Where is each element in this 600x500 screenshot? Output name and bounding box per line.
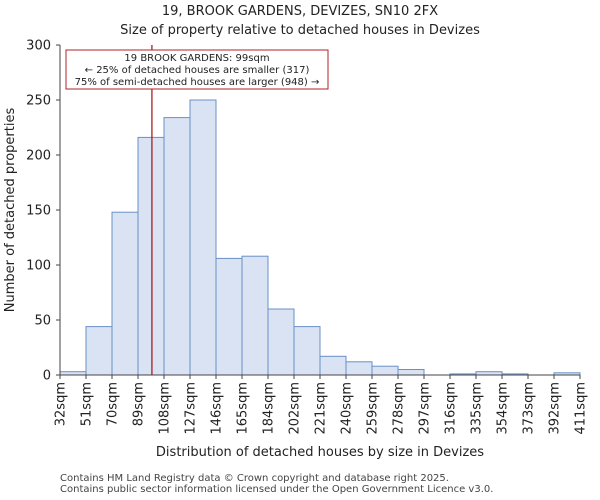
x-tick-label: 240sqm xyxy=(340,382,355,435)
x-tick-label: 259sqm xyxy=(366,382,381,435)
histogram-bar xyxy=(241,255,269,376)
x-tick-label: 202sqm xyxy=(288,382,303,435)
y-tick-label: 50 xyxy=(34,314,51,329)
annotation-smaller: ← 25% of detached houses are smaller (31… xyxy=(85,65,310,76)
annotation-title: 19 BROOK GARDENS: 99sqm xyxy=(124,53,269,64)
x-tick-label: 221sqm xyxy=(314,382,329,435)
x-tick-label: 335sqm xyxy=(470,382,485,435)
x-tick-label: 127sqm xyxy=(184,382,199,435)
x-axis-label: Distribution of detached houses by size … xyxy=(156,445,484,460)
annotation-larger: 75% of semi-detached houses are larger (… xyxy=(75,77,320,88)
x-tick-label: 297sqm xyxy=(418,382,433,435)
chart-title: 19, BROOK GARDENS, DEVIZES, SN10 2FX xyxy=(161,4,439,19)
y-tick-label: 100 xyxy=(26,259,51,274)
footer-licence: Contains public sector information licen… xyxy=(60,484,494,495)
x-tick-label: 184sqm xyxy=(262,382,277,435)
x-tick-label: 51sqm xyxy=(80,382,95,426)
x-tick-label: 146sqm xyxy=(210,382,225,435)
x-tick-label: 89sqm xyxy=(132,382,147,426)
y-tick-label: 200 xyxy=(26,149,51,164)
x-tick-label: 70sqm xyxy=(106,382,121,426)
x-tick-label: 392sqm xyxy=(548,382,563,435)
x-tick-label: 108sqm xyxy=(158,382,173,435)
x-tick-label: 32sqm xyxy=(54,382,69,426)
annotation-box xyxy=(65,49,329,90)
histogram-bar xyxy=(319,355,347,376)
x-tick-label: 165sqm xyxy=(236,382,251,435)
chart-subtitle: Size of property relative to detached ho… xyxy=(120,23,480,38)
histogram-bar xyxy=(371,365,399,376)
y-tick-label: 150 xyxy=(26,204,51,219)
y-axis-label: Number of detached properties xyxy=(3,108,18,313)
y-tick-label: 250 xyxy=(26,94,51,109)
histogram-bar xyxy=(111,211,139,376)
histogram-bar xyxy=(397,369,425,376)
histogram-bar xyxy=(85,326,113,376)
histogram-bar xyxy=(293,326,321,376)
x-tick-label: 373sqm xyxy=(522,382,537,435)
x-tick-label: 411sqm xyxy=(574,382,589,435)
histogram-bar xyxy=(137,136,165,376)
y-tick-label: 300 xyxy=(26,39,51,54)
x-tick-label: 278sqm xyxy=(392,382,407,435)
x-tick-label: 354sqm xyxy=(496,382,511,435)
histogram-bar xyxy=(267,308,295,376)
x-tick-label: 316sqm xyxy=(444,382,459,435)
histogram-bar xyxy=(163,117,191,376)
y-tick-label: 0 xyxy=(43,369,51,384)
histogram-bar xyxy=(189,99,217,376)
footer-copyright: Contains HM Land Registry data © Crown c… xyxy=(60,473,449,484)
histogram-bar xyxy=(215,257,243,376)
histogram-chart: 0 50 100 150 200 250 300 32sqm 51sqm 70sqm 89sqm 10… xyxy=(3,39,589,461)
histogram-bar xyxy=(345,361,373,376)
